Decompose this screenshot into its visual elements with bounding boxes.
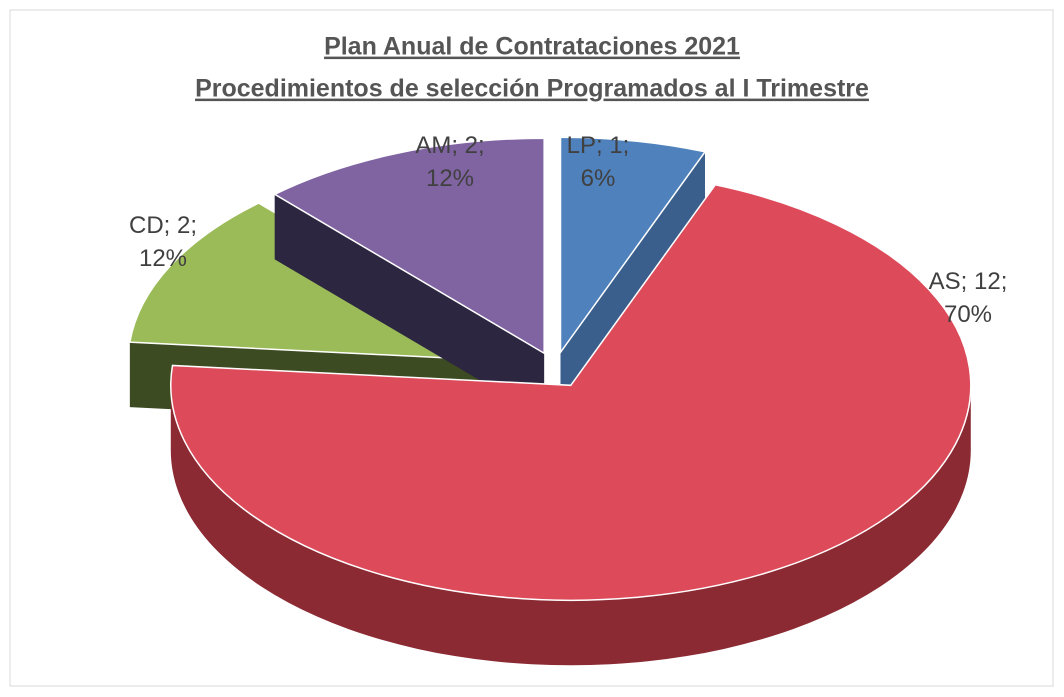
data-label: CD; 2; 12% <box>129 212 197 272</box>
slice-side <box>170 385 971 666</box>
slice <box>170 183 972 666</box>
data-label: AM; 2; 12% <box>415 132 484 192</box>
slice-wall <box>274 194 545 419</box>
slice-top <box>170 183 972 602</box>
slice-top <box>273 137 545 355</box>
data-label: LP; 1; 6% <box>567 132 630 192</box>
slice-top <box>559 136 707 355</box>
chart-subtitle: Procedimientos de selección Programados … <box>195 75 869 103</box>
data-label: AS; 12; 70% <box>929 268 1008 328</box>
slice <box>273 137 545 419</box>
chart-title: Plan Anual de Contrataciones 2021 <box>324 33 740 61</box>
